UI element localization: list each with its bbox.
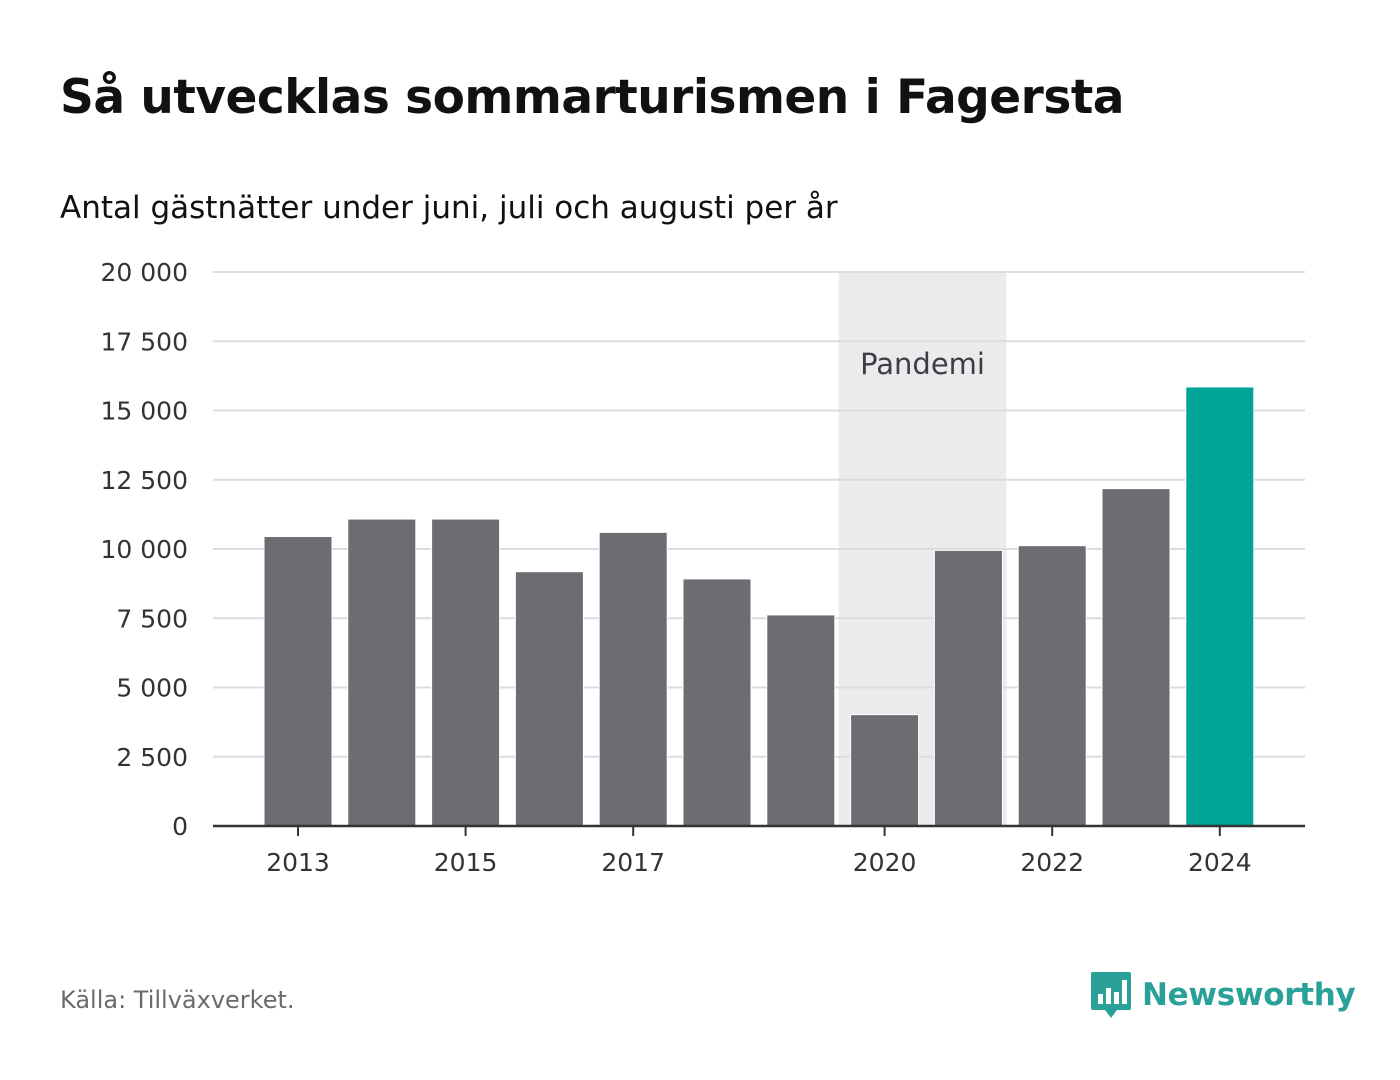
bar-chart: Pandemi 0 2 500 5 000 7 500 10 000 12 500 15 0… — [101, 258, 1305, 877]
bar-2023 — [1101, 488, 1171, 827]
y-tick-label: 20 000 — [101, 258, 188, 287]
x-tick-label: 2013 — [266, 848, 330, 877]
bar-2016 — [514, 571, 584, 827]
bar-2014 — [347, 518, 417, 827]
source-note: Källa: Tillväxverket. — [60, 986, 295, 1014]
axes: 0 2 500 5 000 7 500 10 000 12 500 15 000 17 500… — [101, 258, 1305, 877]
bar-2021 — [933, 549, 1003, 827]
x-tick-label: 2020 — [853, 848, 917, 877]
bar-2017 — [598, 531, 668, 827]
y-tick-label: 15 000 — [101, 397, 188, 426]
brand-name: Newsworthy — [1142, 977, 1356, 1013]
bars — [263, 386, 1255, 827]
y-tick-label: 2 500 — [116, 743, 188, 772]
y-tick-label: 12 500 — [101, 466, 188, 495]
x-tick-label: 2015 — [434, 848, 498, 877]
bar-2018 — [682, 578, 752, 827]
annotation-label: Pandemi — [860, 347, 985, 381]
y-tick-label: 5 000 — [116, 674, 188, 703]
bar-2022 — [1017, 545, 1087, 827]
newsworthy-logo-icon — [1091, 972, 1131, 1018]
bar-2020 — [850, 714, 920, 827]
brand-logo: Newsworthy — [1090, 970, 1356, 1020]
chart-title: Så utvecklas sommarturismen i Fagersta — [60, 70, 1125, 125]
bar-2015 — [431, 518, 501, 827]
bar-2013 — [263, 536, 333, 827]
y-tick-label: 7 500 — [116, 604, 188, 633]
x-tick-label: 2024 — [1188, 848, 1252, 877]
bar-2024 — [1185, 386, 1255, 827]
y-tick-label: 17 500 — [101, 327, 188, 356]
bar-2019 — [766, 614, 836, 827]
x-tick-label: 2017 — [601, 848, 665, 877]
x-tick-label: 2022 — [1020, 848, 1084, 877]
y-tick-label: 0 — [172, 812, 188, 841]
annotation-layer: Pandemi — [860, 347, 985, 381]
chart-subtitle: Antal gästnätter under juni, juli och au… — [60, 190, 838, 226]
y-tick-label: 10 000 — [101, 535, 188, 564]
